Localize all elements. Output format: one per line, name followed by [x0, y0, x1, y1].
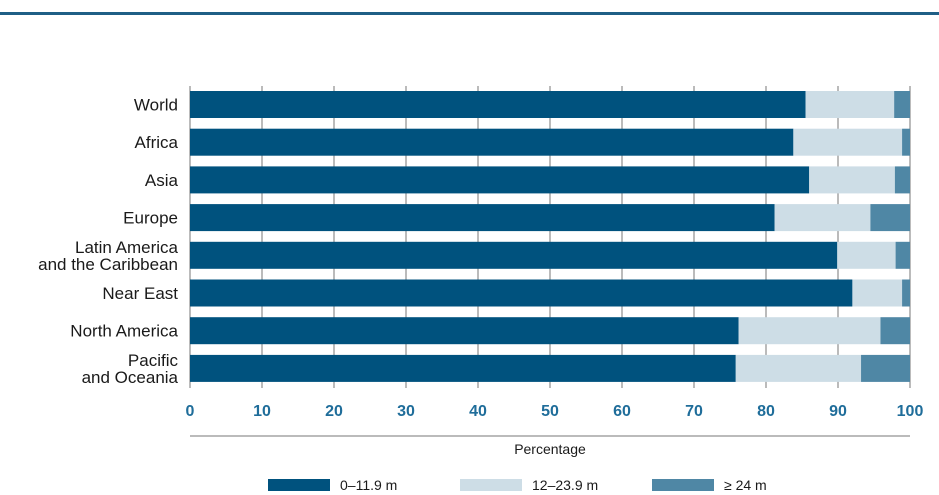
x-tick-label: 60	[613, 403, 631, 420]
bar-segment-s1-c5	[852, 279, 903, 307]
x-tick-label: 10	[253, 403, 271, 420]
category-labels: World Africa Asia Europe Latin America and th…	[38, 96, 178, 387]
bar-segment-s1-c4	[837, 241, 896, 269]
bar-segment-s2-c0	[894, 91, 910, 118]
x-tick-label: 100	[897, 403, 924, 420]
top-rule	[0, 12, 939, 15]
x-tick-label: 0	[186, 403, 195, 420]
category-label: North America	[70, 322, 178, 341]
x-tick-label: 40	[469, 403, 487, 420]
bar-segment-s2-c1	[902, 128, 910, 156]
bar-segment-s1-c2	[809, 166, 895, 194]
bar-segment-s2-c6	[880, 317, 910, 345]
bar-segment-s2-c7	[861, 354, 910, 382]
x-tick-label: 30	[397, 403, 415, 420]
legend-label: 12–23.9 m	[532, 477, 598, 493]
bar-segment-s1-c7	[735, 354, 862, 382]
x-tick-label: 80	[757, 403, 775, 420]
legend-swatch	[460, 479, 522, 491]
bar-segment-s0-c3	[190, 204, 775, 232]
category-label: Near East	[102, 284, 178, 303]
bar-segment-s1-c6	[738, 317, 881, 345]
category-label: Asia	[145, 171, 179, 190]
bar-segment-s0-c2	[190, 166, 810, 194]
bar-segment-s0-c5	[190, 279, 853, 307]
x-tick-label: 90	[829, 403, 847, 420]
category-label: World	[134, 96, 178, 115]
x-axis-title: Percentage	[514, 441, 586, 457]
bar-segment-s2-c5	[902, 279, 910, 307]
bar-segment-s2-c4	[895, 241, 910, 269]
bar-segment-s0-c6	[190, 317, 739, 345]
bar-segment-s1-c1	[793, 128, 903, 156]
legend-swatch	[652, 479, 714, 491]
category-label: Pacific and Oceania	[82, 351, 179, 387]
x-tick-label: 20	[325, 403, 343, 420]
bar-segment-s2-c3	[870, 204, 910, 232]
legend-label: ≥ 24 m	[724, 477, 767, 493]
bars	[190, 91, 910, 382]
bar-segment-s1-c0	[805, 91, 895, 118]
bar-segment-s0-c7	[190, 354, 736, 382]
x-tick-label: 70	[685, 403, 703, 420]
x-tick-labels: 0 10 20 30 40 50 60 70 80 90 100	[186, 403, 924, 420]
bar-segment-s0-c0	[190, 91, 806, 118]
category-label: Africa	[135, 133, 179, 152]
bar-segment-s1-c3	[774, 204, 871, 232]
legend: 0–11.9 m 12–23.9 m ≥ 24 m	[268, 477, 767, 493]
legend-swatch	[268, 479, 330, 491]
category-label: Europe	[123, 209, 178, 228]
bar-segment-s0-c4	[190, 241, 838, 269]
bar-segment-s2-c2	[894, 166, 910, 194]
category-label: Latin America and the Caribbean	[38, 238, 178, 274]
x-tick-label: 50	[541, 403, 559, 420]
bar-segment-s0-c1	[190, 128, 794, 156]
legend-label: 0–11.9 m	[340, 477, 397, 493]
